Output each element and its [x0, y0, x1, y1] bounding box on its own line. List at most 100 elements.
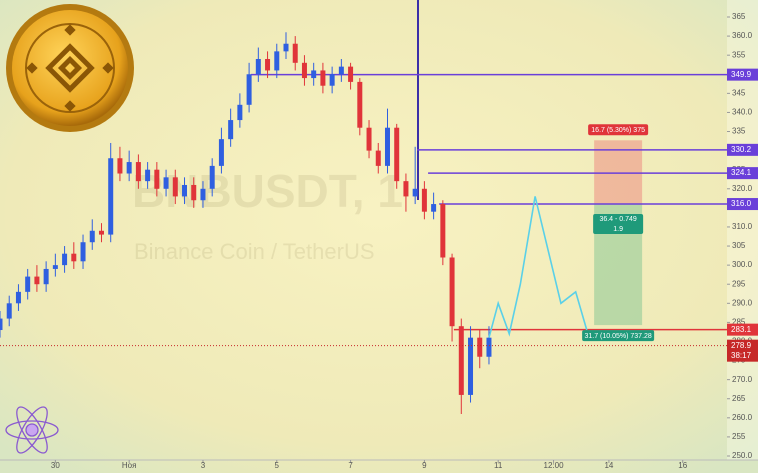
candle-body — [135, 162, 141, 182]
candle-body — [191, 184, 197, 201]
y-tick-label: 340.0 — [732, 108, 753, 117]
price-level-label: 283.1 — [731, 325, 752, 334]
candle-body — [375, 150, 381, 166]
candle-body — [154, 169, 160, 189]
candle-body — [384, 127, 390, 166]
y-tick-label: 265 — [732, 394, 746, 403]
candle-body — [163, 177, 169, 189]
atom-logo — [5, 406, 59, 454]
price-level-tag — [727, 68, 758, 81]
candle-body — [80, 242, 86, 262]
y-tick-label: 295 — [732, 279, 746, 288]
y-tick-label: 250.0 — [732, 451, 753, 460]
y-tick-label: 355 — [732, 50, 746, 59]
candle-body — [108, 158, 114, 235]
y-tick-label: 365 — [732, 12, 746, 21]
candle-body — [145, 169, 151, 182]
candle-body — [394, 127, 400, 182]
y-tick-label: 270.0 — [732, 375, 753, 384]
countdown: 38:17 — [731, 351, 752, 360]
candle-body — [34, 276, 40, 285]
candle-body — [440, 204, 446, 258]
candle-body — [421, 188, 427, 212]
price-level-tag — [727, 198, 758, 211]
entry-label: 36.4 - 0.749 — [599, 216, 636, 223]
candle-body — [89, 230, 95, 243]
x-tick-label: 12:00 — [544, 461, 565, 470]
target-label: 31.7 (10.05%) 737.28 — [584, 333, 651, 340]
watermark-title: BNBUSDT, 1 — [132, 165, 403, 217]
y-tick-label: 310.0 — [732, 222, 753, 231]
candle-body — [98, 230, 104, 235]
candle-body — [292, 43, 298, 63]
candle-body — [403, 181, 409, 197]
y-tick-label: 255 — [732, 432, 746, 441]
candle-body — [449, 257, 455, 327]
stop-label-bg — [588, 124, 649, 136]
candle-body — [126, 162, 132, 174]
last-price-label: 278.9 — [731, 341, 752, 350]
price-level-label: 324.1 — [731, 168, 752, 177]
candle-body — [486, 337, 492, 357]
y-tick-label: 320.0 — [732, 184, 753, 193]
target-label-bg — [582, 330, 655, 342]
candle-body — [246, 74, 252, 105]
y-tick-label: 260.0 — [732, 413, 753, 422]
x-tick-label: 3 — [201, 461, 206, 470]
candle-body — [357, 81, 363, 128]
x-tick-label: 9 — [422, 461, 427, 470]
x-tick-label: 11 — [494, 461, 503, 470]
candle-body — [311, 70, 317, 79]
candle-body — [265, 58, 271, 71]
candle-body — [117, 158, 123, 174]
entry-label: 1.9 — [613, 226, 623, 233]
x-tick-label: Ноя — [122, 461, 137, 470]
candle-body — [431, 204, 437, 212]
price-level-tag — [727, 143, 758, 156]
price-level-label: 349.9 — [731, 70, 752, 79]
candle-body — [71, 253, 77, 262]
candle-body — [52, 265, 58, 269]
candle-body — [218, 139, 224, 166]
candle-body — [412, 188, 418, 197]
candle-body — [329, 74, 335, 86]
candle-body — [338, 66, 344, 75]
candle-body — [237, 104, 243, 121]
candle-body — [477, 337, 483, 357]
x-tick-label: 30 — [51, 461, 60, 470]
candle-body — [15, 291, 21, 304]
x-tick-label: 16 — [678, 461, 687, 470]
x-tick-label: 5 — [275, 461, 280, 470]
candle-body — [348, 66, 354, 82]
last-price-tag — [727, 339, 758, 362]
candle-body — [228, 120, 234, 140]
candle-body — [366, 127, 372, 151]
entry-label-bg — [593, 214, 644, 235]
coin-logo — [6, 4, 134, 132]
candle-body — [468, 337, 474, 395]
projection-line — [488, 196, 588, 338]
candle-body — [200, 188, 206, 201]
x-tick-label: 14 — [604, 461, 613, 470]
candle-body — [0, 318, 3, 331]
candle-body — [182, 184, 188, 197]
price-level-tag — [727, 167, 758, 180]
y-tick-label: 360.0 — [732, 31, 753, 40]
y-tick-label: 300.0 — [732, 260, 753, 269]
candle-body — [209, 165, 215, 189]
y-tick-label: 285 — [732, 318, 746, 327]
candle-body — [320, 70, 326, 86]
candle-body — [6, 303, 12, 319]
candle-body — [62, 253, 68, 266]
candle-body — [274, 51, 280, 71]
price-level-tag — [727, 323, 758, 336]
risk-zone — [594, 140, 643, 205]
candle-body — [283, 43, 289, 52]
stop-label: 16.7 (5.30%) 375 — [591, 127, 645, 134]
y-tick-label: 335 — [732, 127, 746, 136]
price-level-label: 316.0 — [731, 199, 752, 208]
y-tick-label: 305 — [732, 241, 746, 250]
candle-body — [172, 177, 178, 197]
